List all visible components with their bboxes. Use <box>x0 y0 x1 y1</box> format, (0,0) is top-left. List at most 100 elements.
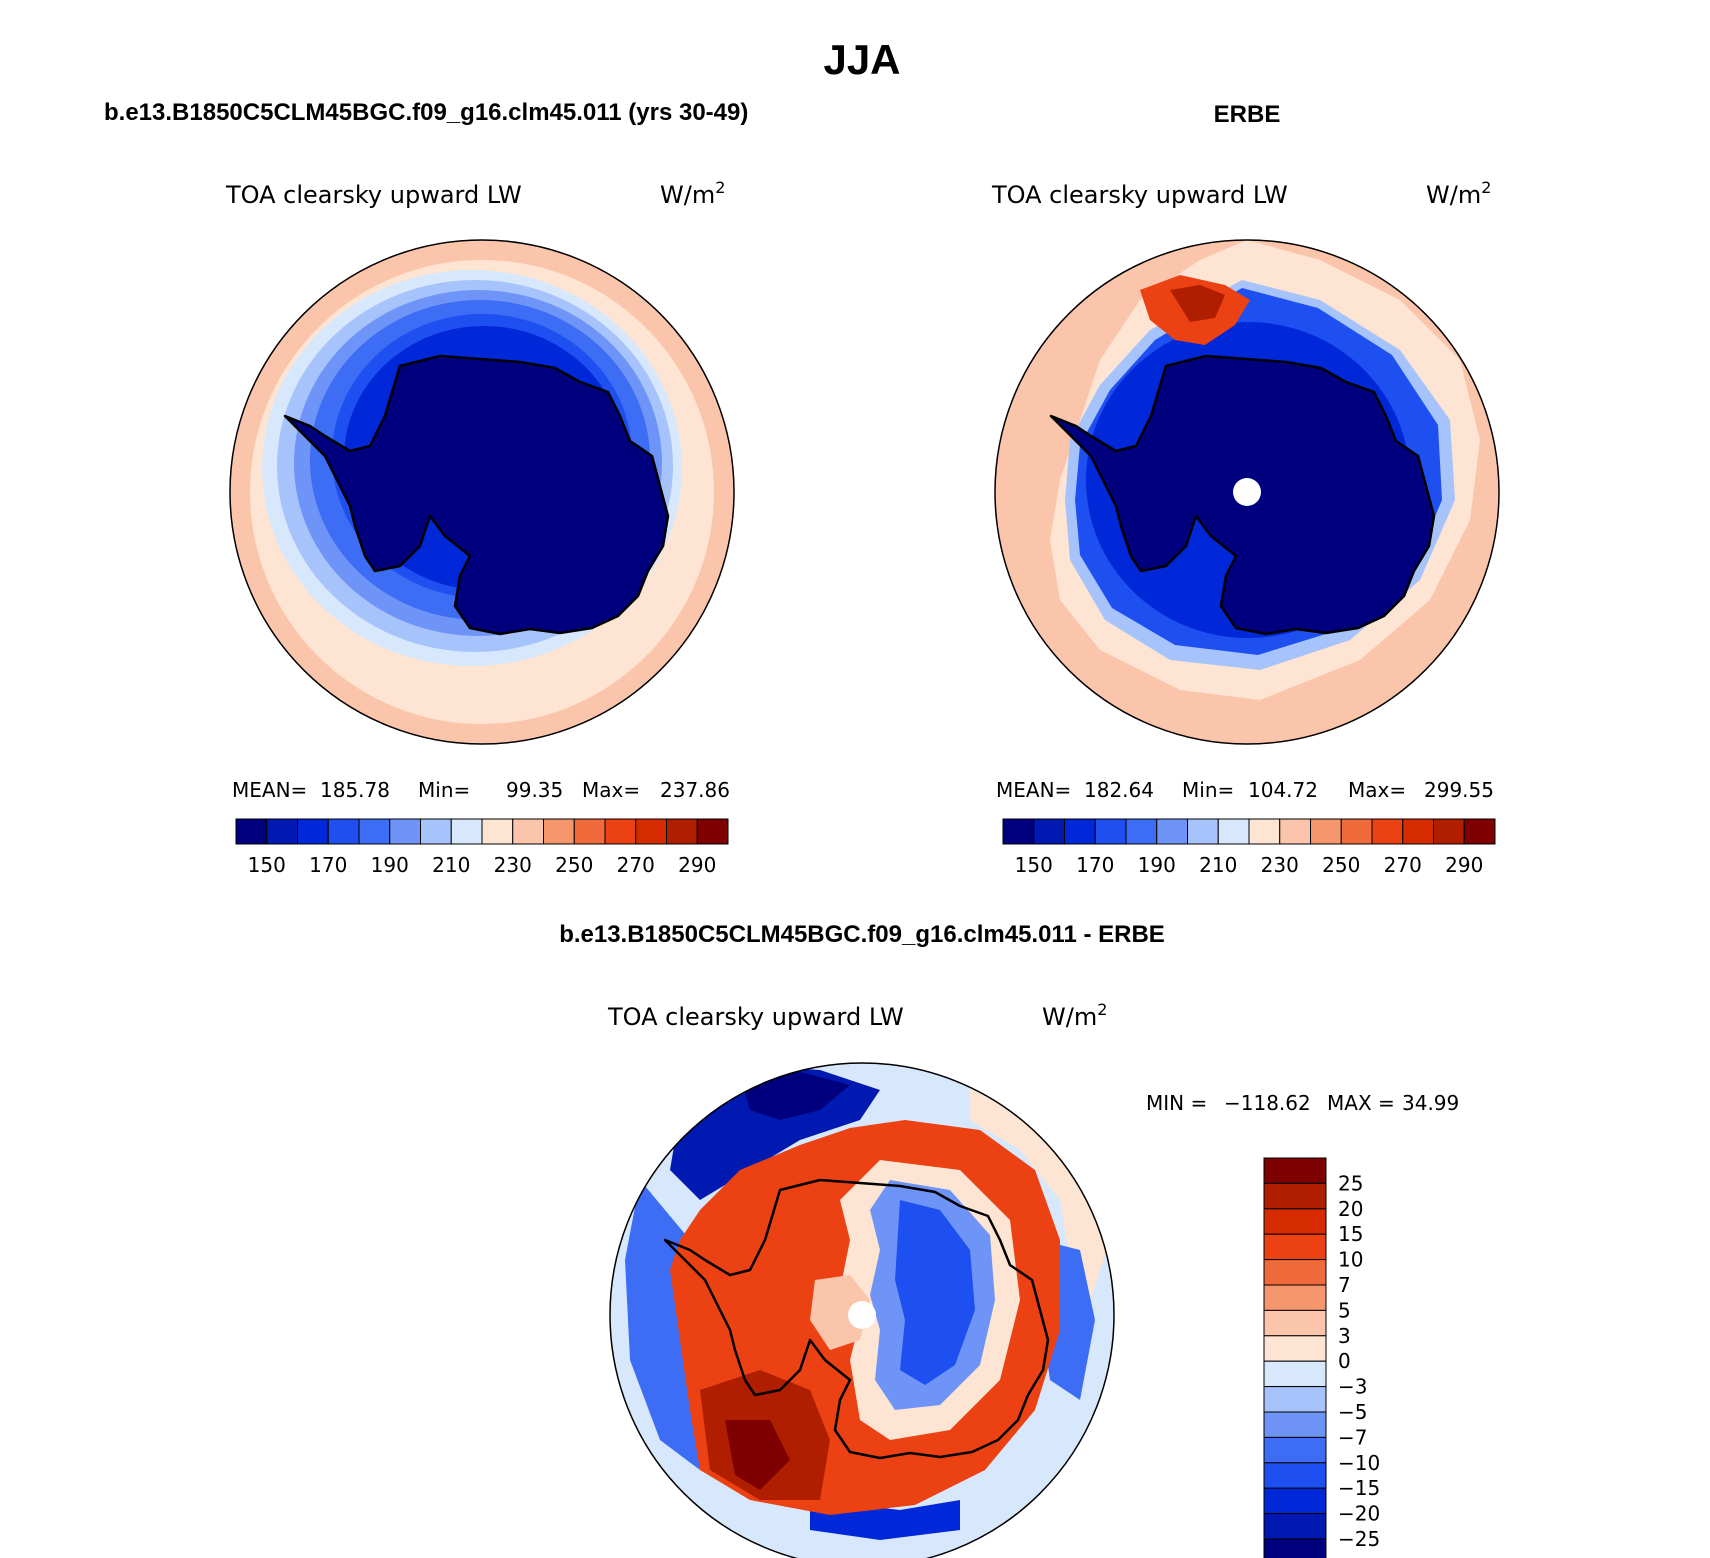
colorbar-swatch <box>1263 1436 1327 1464</box>
colorbar-swatch <box>358 818 391 845</box>
colorbar-swatch <box>635 818 667 845</box>
colorbar-swatch <box>1279 818 1311 845</box>
panel-diff-units: W/m2 <box>1042 1000 1107 1031</box>
svg-text:299.55: 299.55 <box>1424 778 1494 802</box>
colorbar-swatch <box>604 818 637 845</box>
colorbar-tick-label: 0 <box>1338 1349 1351 1373</box>
panel-obs-units: W/m2 <box>1426 178 1491 209</box>
svg-text:34.99: 34.99 <box>1402 1091 1459 1115</box>
colorbar-tick-label: 230 <box>1261 853 1299 877</box>
colorbar-tick-label: 150 <box>248 853 286 877</box>
colorbar-swatch <box>1402 818 1434 845</box>
colorbar-tick-label: 210 <box>1199 853 1237 877</box>
panel-model-variable: TOA clearsky upward LW <box>225 181 522 209</box>
colorbar-swatch <box>389 818 421 845</box>
svg-text:237.86: 237.86 <box>660 778 730 802</box>
colorbar-swatch <box>1187 818 1219 845</box>
svg-text:185.78: 185.78 <box>320 778 390 802</box>
panel-obs-heading: ERBE <box>1214 101 1281 128</box>
colorbar-tick-label: −5 <box>1338 1400 1367 1424</box>
panel-model-heading: b.e13.B1850C5CLM45BGC.f09_g16.clm45.011 … <box>104 99 748 126</box>
colorbar-swatch <box>1263 1487 1327 1515</box>
colorbar-tick-label: 170 <box>309 853 347 877</box>
map-obs <box>995 240 1499 744</box>
colorbar-swatch <box>481 818 514 845</box>
colorbar-swatch <box>1263 1513 1327 1540</box>
colorbar-swatch <box>1033 818 1065 845</box>
colorbar-swatch <box>1217 818 1250 845</box>
colorbar-swatch <box>1263 1386 1327 1413</box>
colorbar-swatch <box>1263 1182 1327 1210</box>
colorbar-tick-label: −15 <box>1338 1476 1380 1500</box>
panel-obs: ERBE TOA clearsky upward LW W/m2 MEAN= 1… <box>991 101 1500 877</box>
panel-obs-variable: TOA clearsky upward LW <box>991 181 1288 209</box>
colorbar-swatch <box>1263 1157 1327 1184</box>
panel-model-units: W/m2 <box>660 178 725 209</box>
map-model-boundary <box>229 239 735 745</box>
colorbar-swatch <box>297 818 329 845</box>
colorbar-tick-label: −25 <box>1338 1527 1380 1551</box>
map-obs-boundary <box>994 239 1500 745</box>
colorbar-tick-label: 290 <box>678 853 716 877</box>
colorbar-swatch <box>1263 1462 1327 1489</box>
svg-text:104.72: 104.72 <box>1248 778 1318 802</box>
colorbar-swatch <box>573 818 606 845</box>
colorbar-swatch <box>420 818 452 845</box>
colorbar-swatch <box>450 818 483 845</box>
page-title: JJA <box>823 36 900 83</box>
colorbar-tick-label: 190 <box>371 853 409 877</box>
colorbar-swatch <box>1263 1335 1327 1362</box>
colorbar-model: 150 170 190 210 230 250 270 290 <box>235 818 729 877</box>
panel-model-stats: MEAN= 185.78 Min= 99.35 Max= 237.86 <box>232 778 730 802</box>
svg-text:99.35: 99.35 <box>506 778 563 802</box>
colorbar-swatch <box>666 818 698 845</box>
svg-text:MEAN=: MEAN= <box>996 778 1071 802</box>
svg-text:Max=: Max= <box>1348 778 1406 802</box>
colorbar-swatch <box>1263 1309 1327 1337</box>
svg-text:182.64: 182.64 <box>1084 778 1154 802</box>
colorbar-swatch <box>1125 818 1158 845</box>
colorbar-tick-label: 250 <box>555 853 593 877</box>
colorbar-swatch <box>1263 1208 1327 1235</box>
colorbar-swatch <box>1463 818 1496 845</box>
colorbar-tick-label: 190 <box>1138 853 1176 877</box>
colorbar-tick-label: 290 <box>1445 853 1483 877</box>
svg-text:−118.62: −118.62 <box>1224 1091 1311 1115</box>
panel-diff-heading: b.e13.B1850C5CLM45BGC.f09_g16.clm45.011 … <box>559 921 1165 948</box>
panel-model: b.e13.B1850C5CLM45BGC.f09_g16.clm45.011 … <box>104 99 748 877</box>
colorbar-tick-label: −10 <box>1338 1451 1380 1475</box>
colorbar-swatch <box>1094 818 1127 845</box>
colorbar-swatch <box>266 818 298 845</box>
colorbar-swatch <box>1263 1411 1327 1438</box>
map-diff <box>610 1063 1114 1558</box>
panel-diff-variable: TOA clearsky upward LW <box>607 1003 904 1031</box>
colorbar-tick-label: 170 <box>1076 853 1114 877</box>
svg-text:MAX =: MAX = <box>1327 1091 1395 1115</box>
svg-text:Min=: Min= <box>1182 778 1234 802</box>
colorbar-tick-label: 10 <box>1338 1248 1363 1272</box>
map-model <box>230 240 734 744</box>
colorbar-tick-label: 250 <box>1322 853 1360 877</box>
colorbar-tick-label: 15 <box>1338 1222 1363 1246</box>
panel-diff: b.e13.B1850C5CLM45BGC.f09_g16.clm45.011 … <box>559 921 1459 1558</box>
colorbar-swatch <box>512 818 544 845</box>
colorbar-swatch <box>1263 1360 1327 1388</box>
colorbar-swatch <box>1263 1284 1327 1311</box>
svg-text:Max=: Max= <box>582 778 640 802</box>
colorbar-tick-label: 270 <box>617 853 655 877</box>
colorbar-tick-label: 20 <box>1338 1197 1363 1221</box>
colorbar-tick-label: 270 <box>1384 853 1422 877</box>
colorbar-tick-label: 7 <box>1338 1273 1351 1297</box>
map-diff-boundary <box>609 1062 1115 1558</box>
colorbar-swatch <box>543 818 575 845</box>
panel-obs-stats: MEAN= 182.64 Min= 104.72 Max= 299.55 <box>996 778 1494 802</box>
colorbar-tick-label: 230 <box>494 853 532 877</box>
colorbar-tick-label: 150 <box>1015 853 1053 877</box>
colorbar-tick-label: −3 <box>1338 1375 1367 1399</box>
colorbar-tick-label: −20 <box>1338 1502 1380 1526</box>
colorbar-swatch <box>235 818 268 845</box>
svg-text:Min=: Min= <box>418 778 470 802</box>
colorbar-swatch <box>1371 818 1404 845</box>
